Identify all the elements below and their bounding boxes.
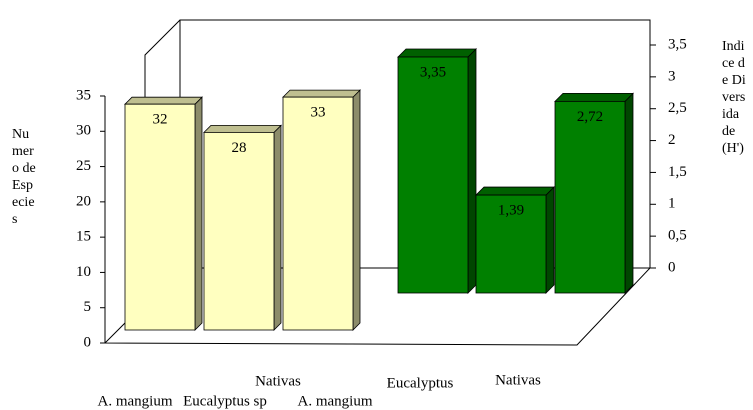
- bar-side: [545, 186, 555, 294]
- x-tick-label: Eucalyptus sp: [183, 393, 267, 409]
- y2-tick-label: 0: [668, 259, 676, 275]
- data-label: 32: [153, 112, 168, 128]
- bar-side: [194, 96, 203, 331]
- data-label: 2,72: [577, 109, 603, 125]
- y2-tick-label: 2: [668, 132, 676, 148]
- y-tick-label: 35: [76, 87, 91, 103]
- y2-tick-label: 3,5: [668, 36, 687, 52]
- y-tick-label: 25: [76, 158, 91, 174]
- data-label: 28: [232, 140, 247, 156]
- y2-axis-title: Indice de Diversidade (H'): [722, 39, 746, 156]
- data-label: 33: [311, 105, 326, 121]
- bar-top: [475, 186, 555, 196]
- side-wall: [144, 19, 181, 100]
- bar: [554, 100, 626, 294]
- bar: [475, 194, 547, 294]
- bar-top: [282, 89, 361, 98]
- x-tick-label: Eucalyptus: [387, 375, 454, 391]
- bar-side: [467, 48, 477, 294]
- bar-top: [124, 96, 203, 105]
- bar-side: [352, 89, 361, 331]
- y-tick-label: 10: [76, 264, 91, 280]
- x-tick-label: Nativas: [255, 373, 301, 389]
- y2-tick-label: 2,5: [668, 100, 687, 116]
- y-tick-label: 20: [76, 193, 91, 209]
- x-tick-label: Nativas: [495, 372, 541, 388]
- y-tick-label: 30: [76, 123, 91, 139]
- data-label: 1,39: [498, 203, 524, 219]
- bar: [397, 56, 469, 294]
- bar-top: [203, 125, 282, 133]
- x-tick-label: A. mangium: [98, 393, 173, 409]
- y-tick-label: 15: [76, 229, 91, 245]
- y2-tick-label: 0,5: [668, 228, 687, 244]
- bar: [124, 103, 196, 331]
- x-tick-label: A. mangium: [298, 393, 373, 409]
- bar: [203, 131, 275, 331]
- y2-tick-label: 1,5: [668, 164, 687, 180]
- bar-top: [397, 48, 477, 58]
- y-tick-label: 0: [84, 334, 92, 350]
- y-tick-label: 5: [84, 299, 92, 315]
- bar-top: [554, 92, 634, 102]
- y2-tick-label: 1: [668, 196, 676, 212]
- y2-tick-label: 3: [668, 68, 676, 84]
- y-axis-title: Numero de Especies: [12, 127, 36, 227]
- bar-side: [273, 124, 282, 331]
- data-label: 3,35: [420, 64, 446, 80]
- bar-side: [624, 92, 634, 294]
- bar: [282, 96, 354, 331]
